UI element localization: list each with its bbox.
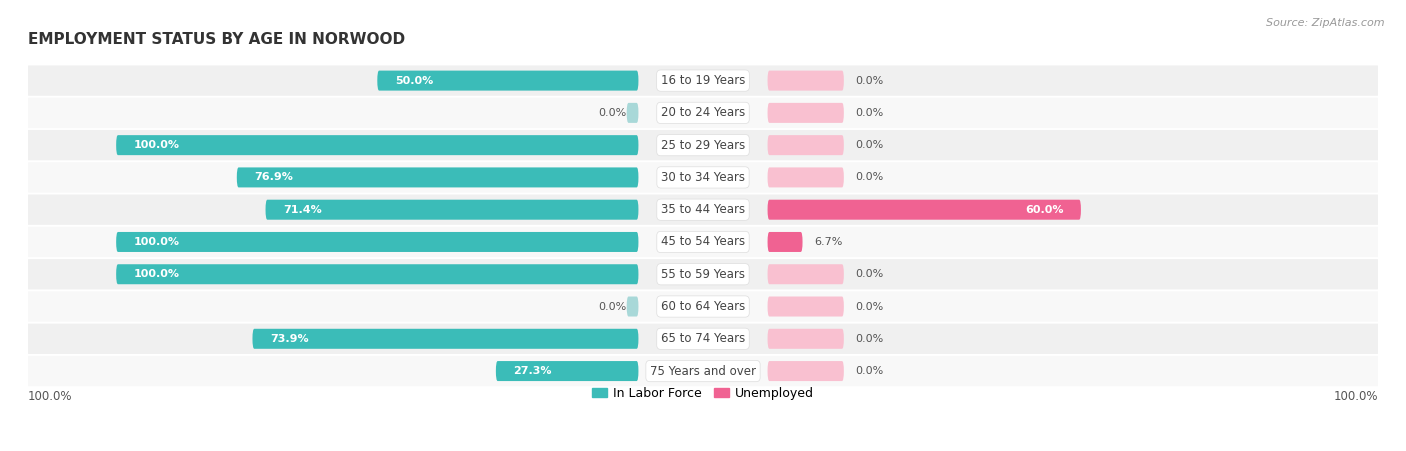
Text: 16 to 19 Years: 16 to 19 Years [661,74,745,87]
Text: 0.0%: 0.0% [599,302,627,312]
FancyBboxPatch shape [236,167,638,188]
Text: 55 to 59 Years: 55 to 59 Years [661,268,745,281]
FancyBboxPatch shape [377,71,638,91]
Text: 27.3%: 27.3% [513,366,553,376]
FancyBboxPatch shape [28,98,1378,128]
Text: 35 to 44 Years: 35 to 44 Years [661,203,745,216]
FancyBboxPatch shape [28,130,1378,160]
FancyBboxPatch shape [28,65,1378,96]
Text: 50.0%: 50.0% [395,76,433,86]
Text: 0.0%: 0.0% [856,140,884,150]
FancyBboxPatch shape [768,361,844,381]
FancyBboxPatch shape [768,200,1081,220]
FancyBboxPatch shape [627,296,638,317]
FancyBboxPatch shape [768,296,844,317]
Text: 100.0%: 100.0% [28,390,73,403]
Legend: In Labor Force, Unemployed: In Labor Force, Unemployed [586,382,820,405]
Text: 0.0%: 0.0% [856,302,884,312]
FancyBboxPatch shape [768,71,844,91]
FancyBboxPatch shape [117,135,638,155]
Text: 71.4%: 71.4% [283,205,322,215]
Text: 76.9%: 76.9% [254,172,294,182]
Text: 0.0%: 0.0% [856,76,884,86]
Text: 60.0%: 60.0% [1025,205,1063,215]
Text: 73.9%: 73.9% [270,334,309,344]
FancyBboxPatch shape [266,200,638,220]
Text: EMPLOYMENT STATUS BY AGE IN NORWOOD: EMPLOYMENT STATUS BY AGE IN NORWOOD [28,32,405,47]
Text: 30 to 34 Years: 30 to 34 Years [661,171,745,184]
FancyBboxPatch shape [768,135,844,155]
Text: 60 to 64 Years: 60 to 64 Years [661,300,745,313]
Text: 45 to 54 Years: 45 to 54 Years [661,235,745,249]
Text: 6.7%: 6.7% [814,237,842,247]
Text: 0.0%: 0.0% [856,269,884,279]
FancyBboxPatch shape [117,232,638,252]
FancyBboxPatch shape [28,324,1378,354]
Text: 75 Years and over: 75 Years and over [650,364,756,377]
FancyBboxPatch shape [253,329,638,349]
Text: 20 to 24 Years: 20 to 24 Years [661,106,745,120]
FancyBboxPatch shape [768,103,844,123]
FancyBboxPatch shape [28,194,1378,225]
Text: Source: ZipAtlas.com: Source: ZipAtlas.com [1267,18,1385,28]
FancyBboxPatch shape [768,264,844,284]
FancyBboxPatch shape [768,232,803,252]
Text: 0.0%: 0.0% [856,366,884,376]
FancyBboxPatch shape [28,227,1378,257]
Text: 100.0%: 100.0% [134,237,180,247]
Text: 0.0%: 0.0% [856,172,884,182]
Text: 100.0%: 100.0% [1333,390,1378,403]
FancyBboxPatch shape [28,162,1378,193]
Text: 0.0%: 0.0% [856,108,884,118]
Text: 25 to 29 Years: 25 to 29 Years [661,138,745,152]
FancyBboxPatch shape [117,264,638,284]
Text: 100.0%: 100.0% [134,140,180,150]
Text: 100.0%: 100.0% [134,269,180,279]
Text: 0.0%: 0.0% [856,334,884,344]
Text: 65 to 74 Years: 65 to 74 Years [661,332,745,345]
Text: 0.0%: 0.0% [599,108,627,118]
FancyBboxPatch shape [496,361,638,381]
FancyBboxPatch shape [28,291,1378,322]
FancyBboxPatch shape [28,259,1378,290]
FancyBboxPatch shape [627,103,638,123]
FancyBboxPatch shape [768,329,844,349]
FancyBboxPatch shape [768,167,844,188]
FancyBboxPatch shape [28,356,1378,386]
